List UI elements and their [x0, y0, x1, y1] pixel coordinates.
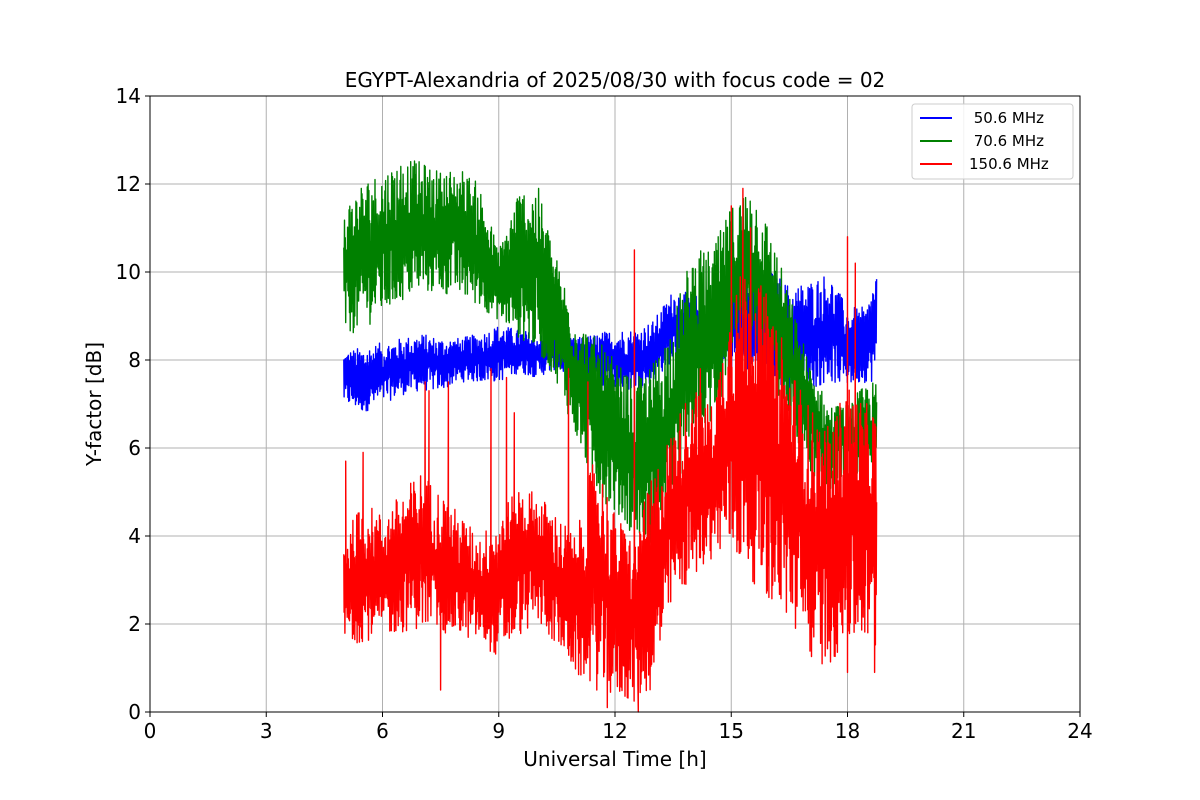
legend-label-50-6-mhz: 50.6 MHz	[969, 109, 1044, 127]
legend-label-70-6-mhz: 70.6 MHz	[969, 132, 1044, 150]
y-tick-label: 8	[128, 348, 141, 372]
y-tick-label: 10	[116, 260, 141, 284]
x-tick-label: 0	[144, 719, 157, 743]
plot-area	[343, 160, 878, 713]
y-tick-label: 4	[128, 524, 141, 548]
x-axis-label: Universal Time [h]	[523, 747, 706, 771]
legend-frame	[911, 103, 1074, 180]
y-tick-label: 0	[128, 700, 141, 724]
x-tick-label: 18	[835, 719, 860, 743]
y-tick-label: 14	[116, 84, 141, 108]
x-tick-label: 15	[719, 719, 744, 743]
x-tick-label: 24	[1067, 719, 1092, 743]
x-tick-label: 21	[951, 719, 976, 743]
legend-label-150-6-mhz: 150.6 MHz	[969, 155, 1049, 173]
x-tick-label: 12	[602, 719, 627, 743]
y-axis-label: Y-factor [dB]	[82, 342, 106, 467]
chart-title: EGYPT-Alexandria of 2025/08/30 with focu…	[345, 68, 886, 92]
x-tick-label: 9	[492, 719, 505, 743]
x-tick-label: 3	[260, 719, 273, 743]
series-line-150-6-mhz	[343, 187, 878, 713]
y-tick-label: 12	[116, 172, 141, 196]
series-line-70-6-mhz	[343, 160, 878, 543]
y-tick-label: 6	[128, 436, 141, 460]
x-tick-label: 6	[376, 719, 389, 743]
legend: 50.6 MHz 70.6 MHz 150.6 MHz	[911, 103, 1074, 180]
y-tick-label: 2	[128, 612, 141, 636]
